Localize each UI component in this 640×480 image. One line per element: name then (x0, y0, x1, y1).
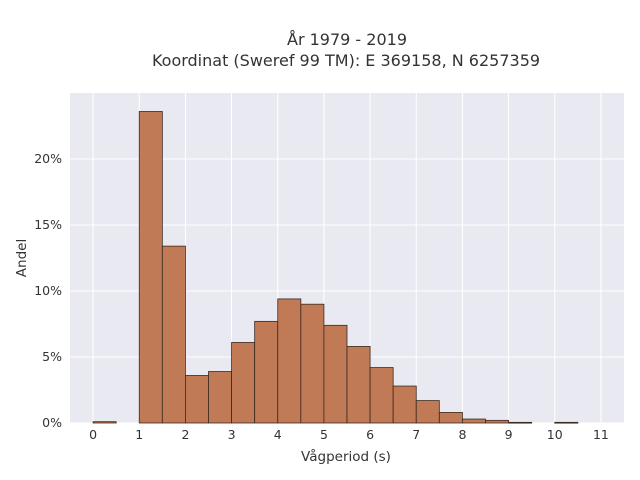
x-tick-label: 9 (505, 427, 513, 442)
histogram-bar (462, 418, 486, 424)
x-axis-label: Vågperiod (s) (301, 448, 391, 465)
x-tick-label: 1 (135, 427, 143, 442)
histogram-bar (369, 367, 394, 424)
histogram-bar (392, 385, 417, 424)
y-tick-labels: 0% 5% 10% 15% 20% (34, 151, 62, 430)
histogram-bar (300, 303, 325, 424)
histogram-bar (415, 400, 440, 424)
histogram-bar (277, 298, 302, 424)
histogram-bar (161, 245, 186, 424)
x-tick-label: 11 (593, 427, 609, 442)
y-tick-label: 20% (34, 151, 62, 166)
x-tick-label: 3 (228, 427, 236, 442)
x-tick-label: 8 (458, 427, 466, 442)
y-tick-label: 5% (42, 349, 62, 364)
y-axis-label: Andel (14, 239, 30, 277)
chart-title-line1: År 1979 - 2019 (287, 30, 407, 49)
x-tick-label: 0 (89, 427, 97, 442)
histogram-bar (508, 421, 533, 424)
y-tick-label: 10% (34, 283, 62, 298)
x-tick-label: 10 (547, 427, 563, 442)
histogram-bar (323, 324, 348, 424)
histogram-bar (231, 342, 256, 424)
bars (92, 111, 579, 424)
x-tick-label: 4 (274, 427, 282, 442)
y-tick-label: 0% (42, 415, 62, 430)
chart-title-line2: Koordinat (Sweref 99 TM): E 369158, N 62… (152, 51, 540, 70)
histogram-bar (208, 371, 232, 424)
histogram-bar (185, 375, 209, 424)
x-tick-label: 6 (366, 427, 374, 442)
histogram-bar (138, 111, 163, 424)
histogram-bar (554, 421, 579, 424)
histogram-bar (438, 412, 463, 424)
histogram-bar (254, 320, 279, 424)
x-tick-label: 5 (320, 427, 328, 442)
histogram-bar (92, 421, 117, 424)
x-tick-label: 7 (412, 427, 420, 442)
histogram-bar (346, 346, 371, 424)
y-tick-label: 15% (34, 217, 62, 232)
x-tick-labels: 0 1 2 3 4 5 6 7 8 9 10 11 (89, 427, 609, 442)
x-tick-label: 2 (181, 427, 189, 442)
histogram-bar (485, 419, 509, 424)
